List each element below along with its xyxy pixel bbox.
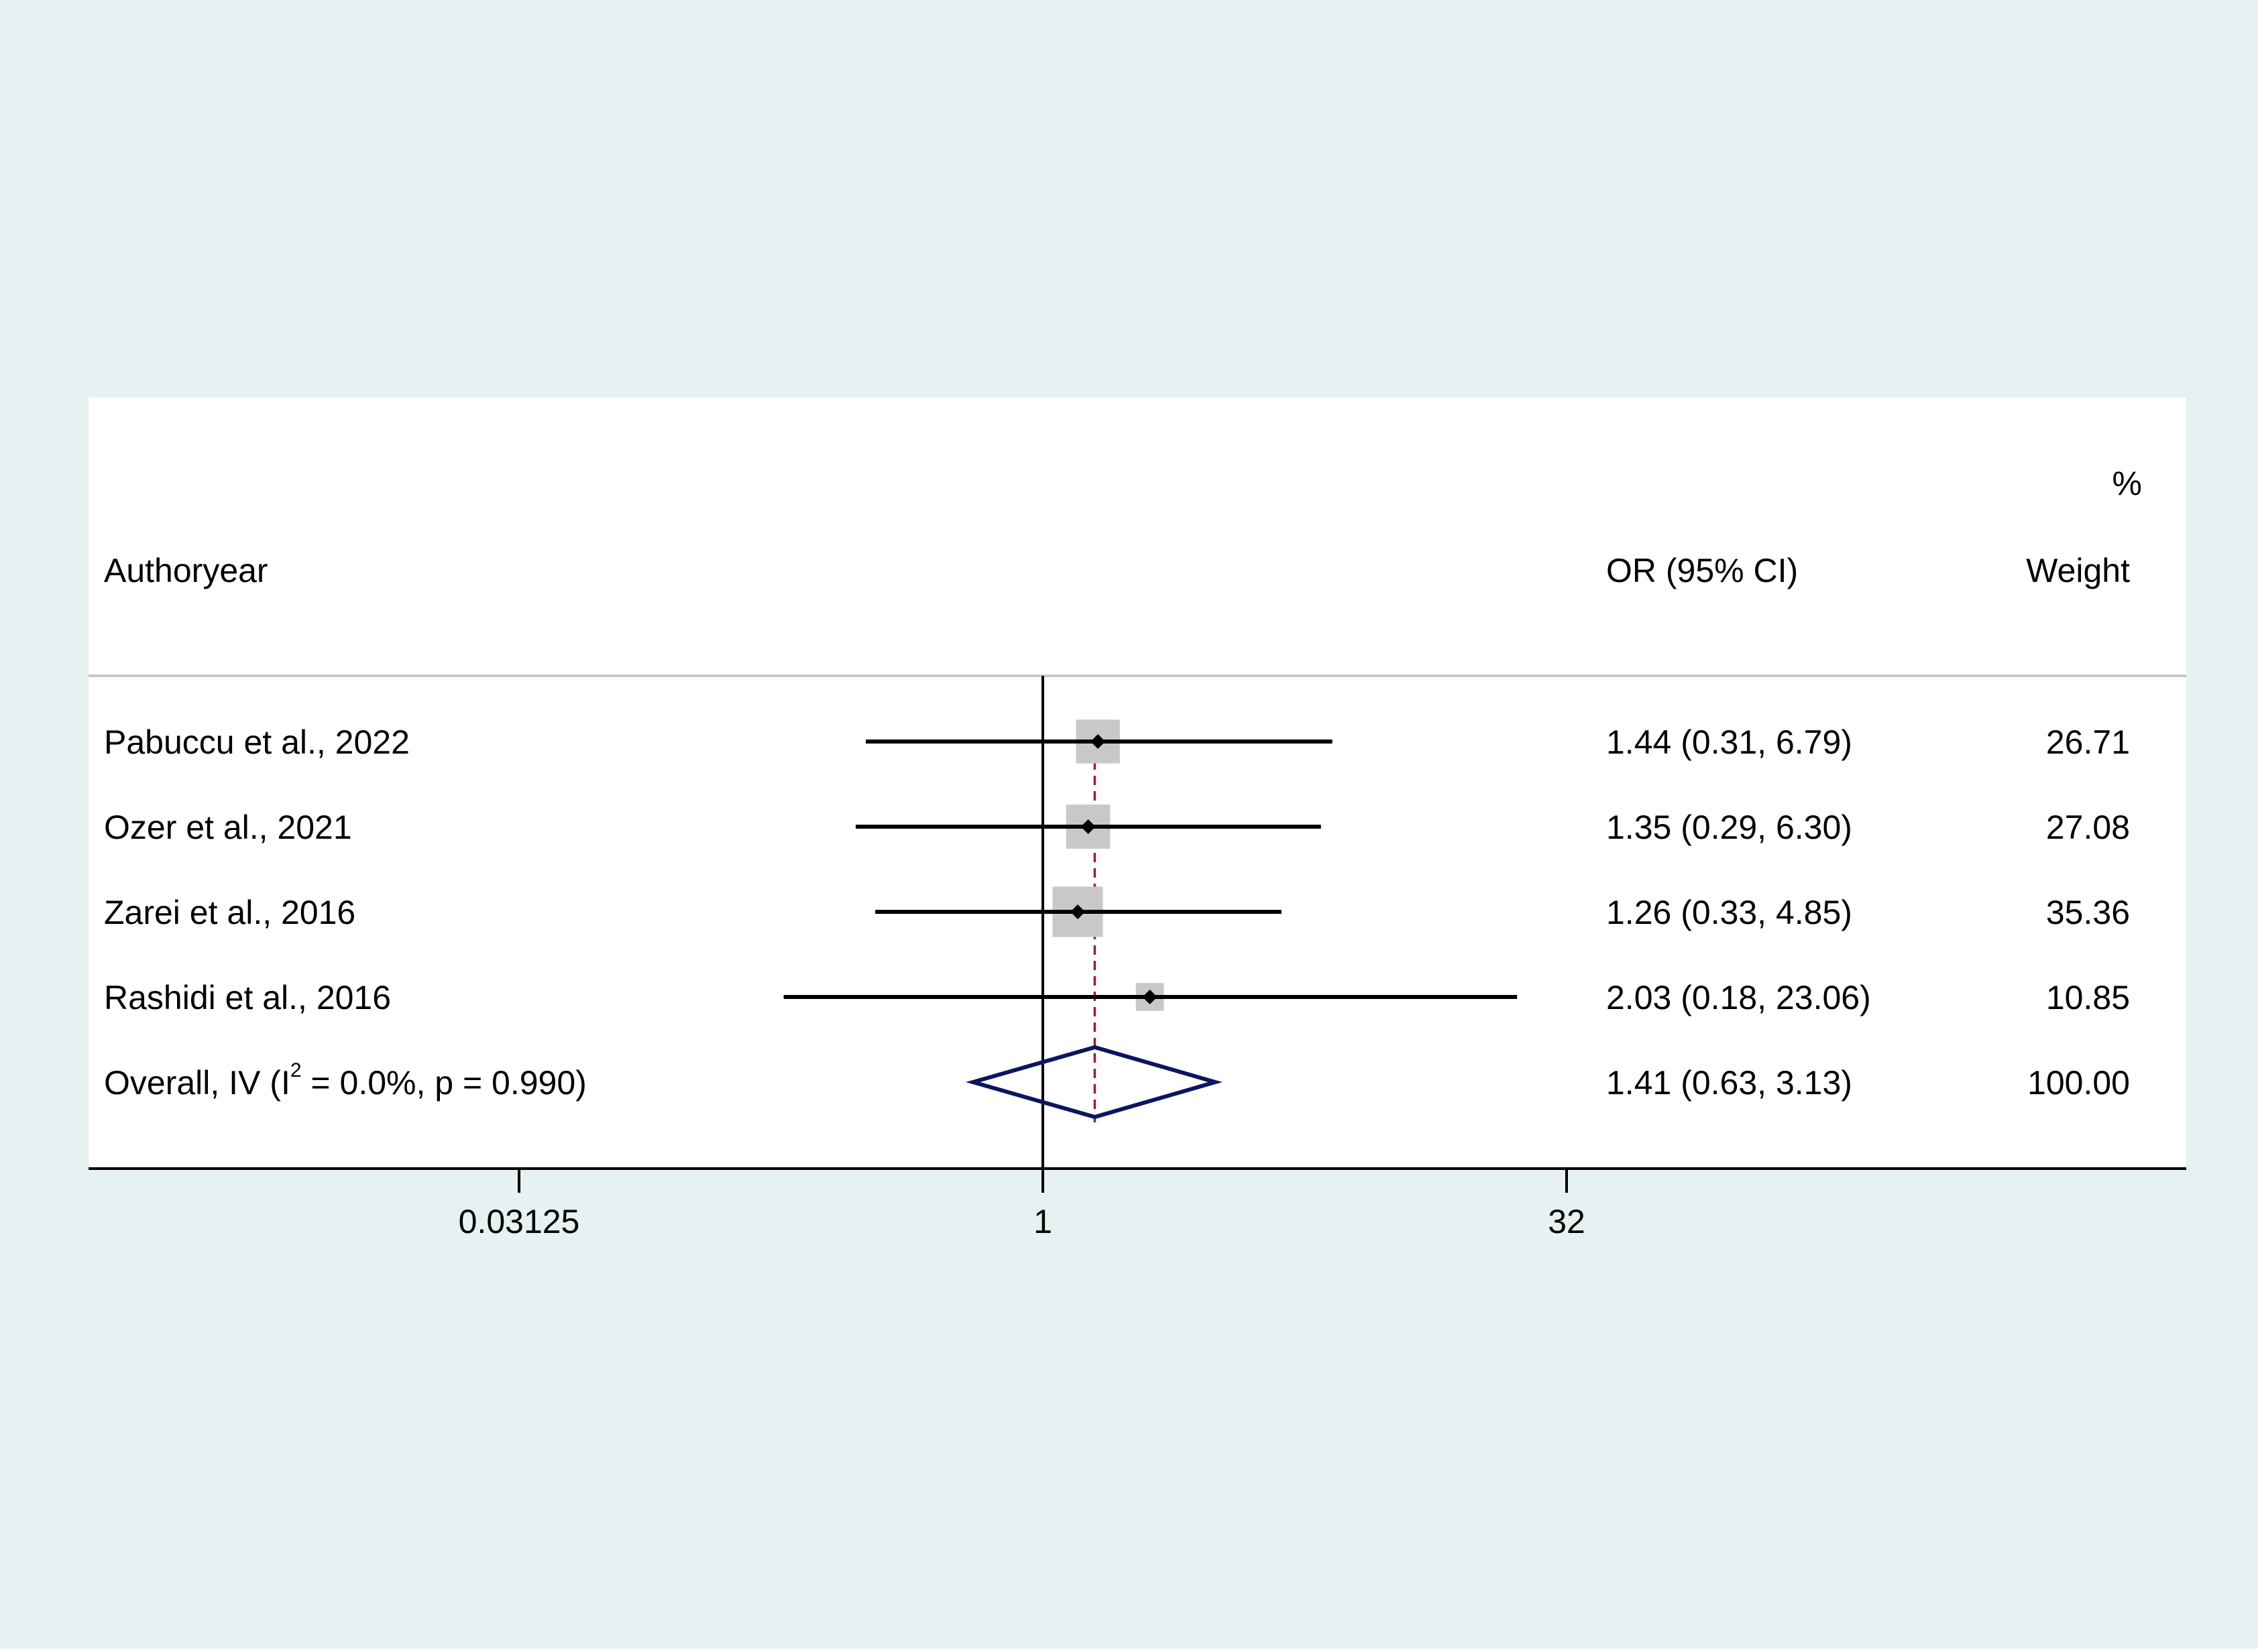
study-point-estimate	[1070, 904, 1086, 919]
study-label: Zarei et al., 2016	[104, 894, 355, 931]
header-weight-percent: %	[2112, 465, 2142, 502]
study-point-estimate	[1080, 819, 1096, 834]
overall-ci-text: 1.41 (0.63, 3.13)	[1606, 1064, 1852, 1102]
study-weight-text: 35.36	[2046, 894, 2130, 931]
study-row: Pabuccu et al., 2022 1.44 (0.31, 6.79) 26.…	[104, 719, 2130, 764]
study-weight-text: 26.71	[2046, 723, 2130, 761]
header-effect-label: OR (95% CI)	[1606, 552, 1798, 589]
x-axis: 0.03125 1 32	[89, 1167, 2186, 1240]
overall-label-post: = 0.0%, p = 0.990)	[302, 1064, 587, 1102]
plot-region-background	[89, 398, 2186, 1169]
forest-rows: Pabuccu et al., 2022 1.44 (0.31, 6.79) 26.…	[104, 676, 2130, 1169]
study-row: Rashidi et al., 2016 2.03 (0.18, 23.06) 10…	[104, 979, 2130, 1016]
overall-diamond	[965, 1045, 1223, 1120]
study-row: Zarei et al., 2016 1.26 (0.33, 4.85) 35.36	[104, 886, 2130, 937]
x-axis-tick-label: 1	[1033, 1203, 1052, 1240]
study-weight-text: 10.85	[2046, 979, 2130, 1016]
study-ci-text: 1.26 (0.33, 4.85)	[1606, 894, 1852, 931]
study-row: Ozer et al., 2021 1.35 (0.29, 6.30) 27.08	[104, 805, 2130, 849]
study-point-estimate	[1142, 990, 1158, 1004]
study-point-estimate	[1090, 734, 1106, 749]
study-weight-text: 27.08	[2046, 809, 2130, 846]
study-label: Rashidi et al., 2016	[104, 979, 391, 1016]
overall-label-superscript: 2	[290, 1059, 302, 1081]
x-axis-tick-label: 32	[1548, 1203, 1585, 1240]
overall-label: Overall, IV (I2 = 0.0%, p = 0.990)	[104, 1059, 587, 1102]
study-ci-text: 1.35 (0.29, 6.30)	[1606, 809, 1852, 846]
x-axis-tick-label: 0.03125	[459, 1203, 580, 1240]
overall-label-pre: Overall, IV (I	[104, 1064, 290, 1102]
study-label: Pabuccu et al., 2022	[104, 723, 410, 761]
overall-weight-text: 100.00	[2027, 1064, 2130, 1102]
study-ci-text: 2.03 (0.18, 23.06)	[1606, 979, 1871, 1016]
study-label: Ozer et al., 2021	[104, 809, 352, 846]
header-study-label: Authoryear	[104, 552, 268, 589]
header-weight-label: Weight	[2026, 552, 2130, 589]
study-ci-text: 1.44 (0.31, 6.79)	[1606, 723, 1852, 761]
